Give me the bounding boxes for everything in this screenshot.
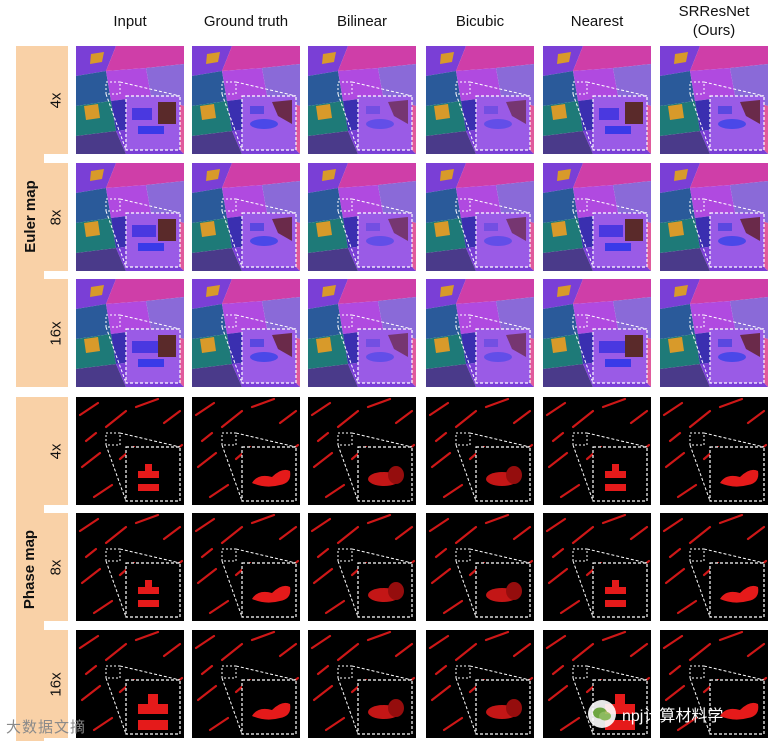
- column-header-label: Bicubic: [455, 12, 505, 30]
- phase-map-tile: [660, 513, 768, 621]
- euler-map-tile: [660, 279, 768, 387]
- euler-map-tile: [426, 163, 534, 271]
- row-label: 4x: [44, 46, 68, 154]
- watermark-right: npj计算材料学: [588, 700, 723, 728]
- euler-map-tile: [426, 279, 534, 387]
- column-header: Bilinear: [302, 0, 422, 42]
- phase-map-tile: [192, 630, 300, 738]
- phase-map-tile: [426, 397, 534, 505]
- euler-map-tile: [543, 163, 651, 271]
- euler-map-tile: [192, 163, 300, 271]
- phase-map-tile: [76, 397, 184, 505]
- column-header: Ground truth: [186, 0, 306, 42]
- watermark-left: 大数据文摘: [6, 716, 86, 737]
- phase-map-tile: [76, 630, 184, 738]
- section-label: Phase map: [16, 397, 44, 741]
- watermark-left-text: 大数据文摘: [6, 719, 87, 736]
- phase-map-tile: [76, 513, 184, 621]
- column-header: SRResNet (Ours): [654, 0, 774, 42]
- euler-map-tile: [543, 46, 651, 154]
- euler-map-tile: [660, 163, 768, 271]
- phase-map-tile: [543, 513, 651, 621]
- phase-map-tile: [308, 397, 416, 505]
- column-header-label: Ground truth: [203, 12, 289, 30]
- row-label-text: 8x: [47, 209, 65, 225]
- phase-map-tile: [426, 513, 534, 621]
- column-header: Input: [70, 0, 190, 42]
- phase-map-tile: [660, 630, 768, 738]
- section-label-text: Phase map: [21, 529, 39, 609]
- row-label: 8x: [44, 513, 68, 621]
- row-label: 4x: [44, 397, 68, 505]
- watermark-right-text: npj计算材料学: [622, 708, 724, 725]
- phase-map-tile: [308, 630, 416, 738]
- euler-map-tile: [660, 46, 768, 154]
- phase-map-tile: [192, 397, 300, 505]
- column-header: Nearest: [537, 0, 657, 42]
- euler-map-tile: [192, 46, 300, 154]
- row-label-text: 4x: [47, 443, 65, 459]
- euler-map-tile: [76, 163, 184, 271]
- column-header-label: Input: [113, 12, 147, 30]
- column-header-label: Bilinear: [336, 12, 388, 30]
- euler-map-tile: [192, 279, 300, 387]
- euler-map-tile: [426, 46, 534, 154]
- euler-map-tile: [76, 46, 184, 154]
- euler-map-tile: [308, 163, 416, 271]
- column-header: Bicubic: [420, 0, 540, 42]
- wechat-logo-icon: [588, 700, 616, 728]
- row-label-text: 4x: [47, 92, 65, 108]
- phase-map-tile: [543, 397, 651, 505]
- row-label: 16x: [44, 279, 68, 387]
- row-label-text: 8x: [47, 559, 65, 575]
- section-label: Euler map: [16, 46, 44, 387]
- column-header-label: Nearest: [570, 12, 624, 30]
- euler-map-tile: [308, 46, 416, 154]
- phase-map-tile: [192, 513, 300, 621]
- row-label-text: 16x: [47, 671, 65, 697]
- euler-map-tile: [76, 279, 184, 387]
- row-label: 16x: [44, 630, 68, 738]
- phase-map-tile: [426, 630, 534, 738]
- column-header-label: SRResNet (Ours): [678, 3, 750, 39]
- euler-map-tile: [308, 279, 416, 387]
- row-label-text: 16x: [47, 320, 65, 346]
- phase-map-tile: [308, 513, 416, 621]
- row-label: 8x: [44, 163, 68, 271]
- euler-map-tile: [543, 279, 651, 387]
- phase-map-tile: [660, 397, 768, 505]
- section-label-text: Euler map: [21, 180, 39, 253]
